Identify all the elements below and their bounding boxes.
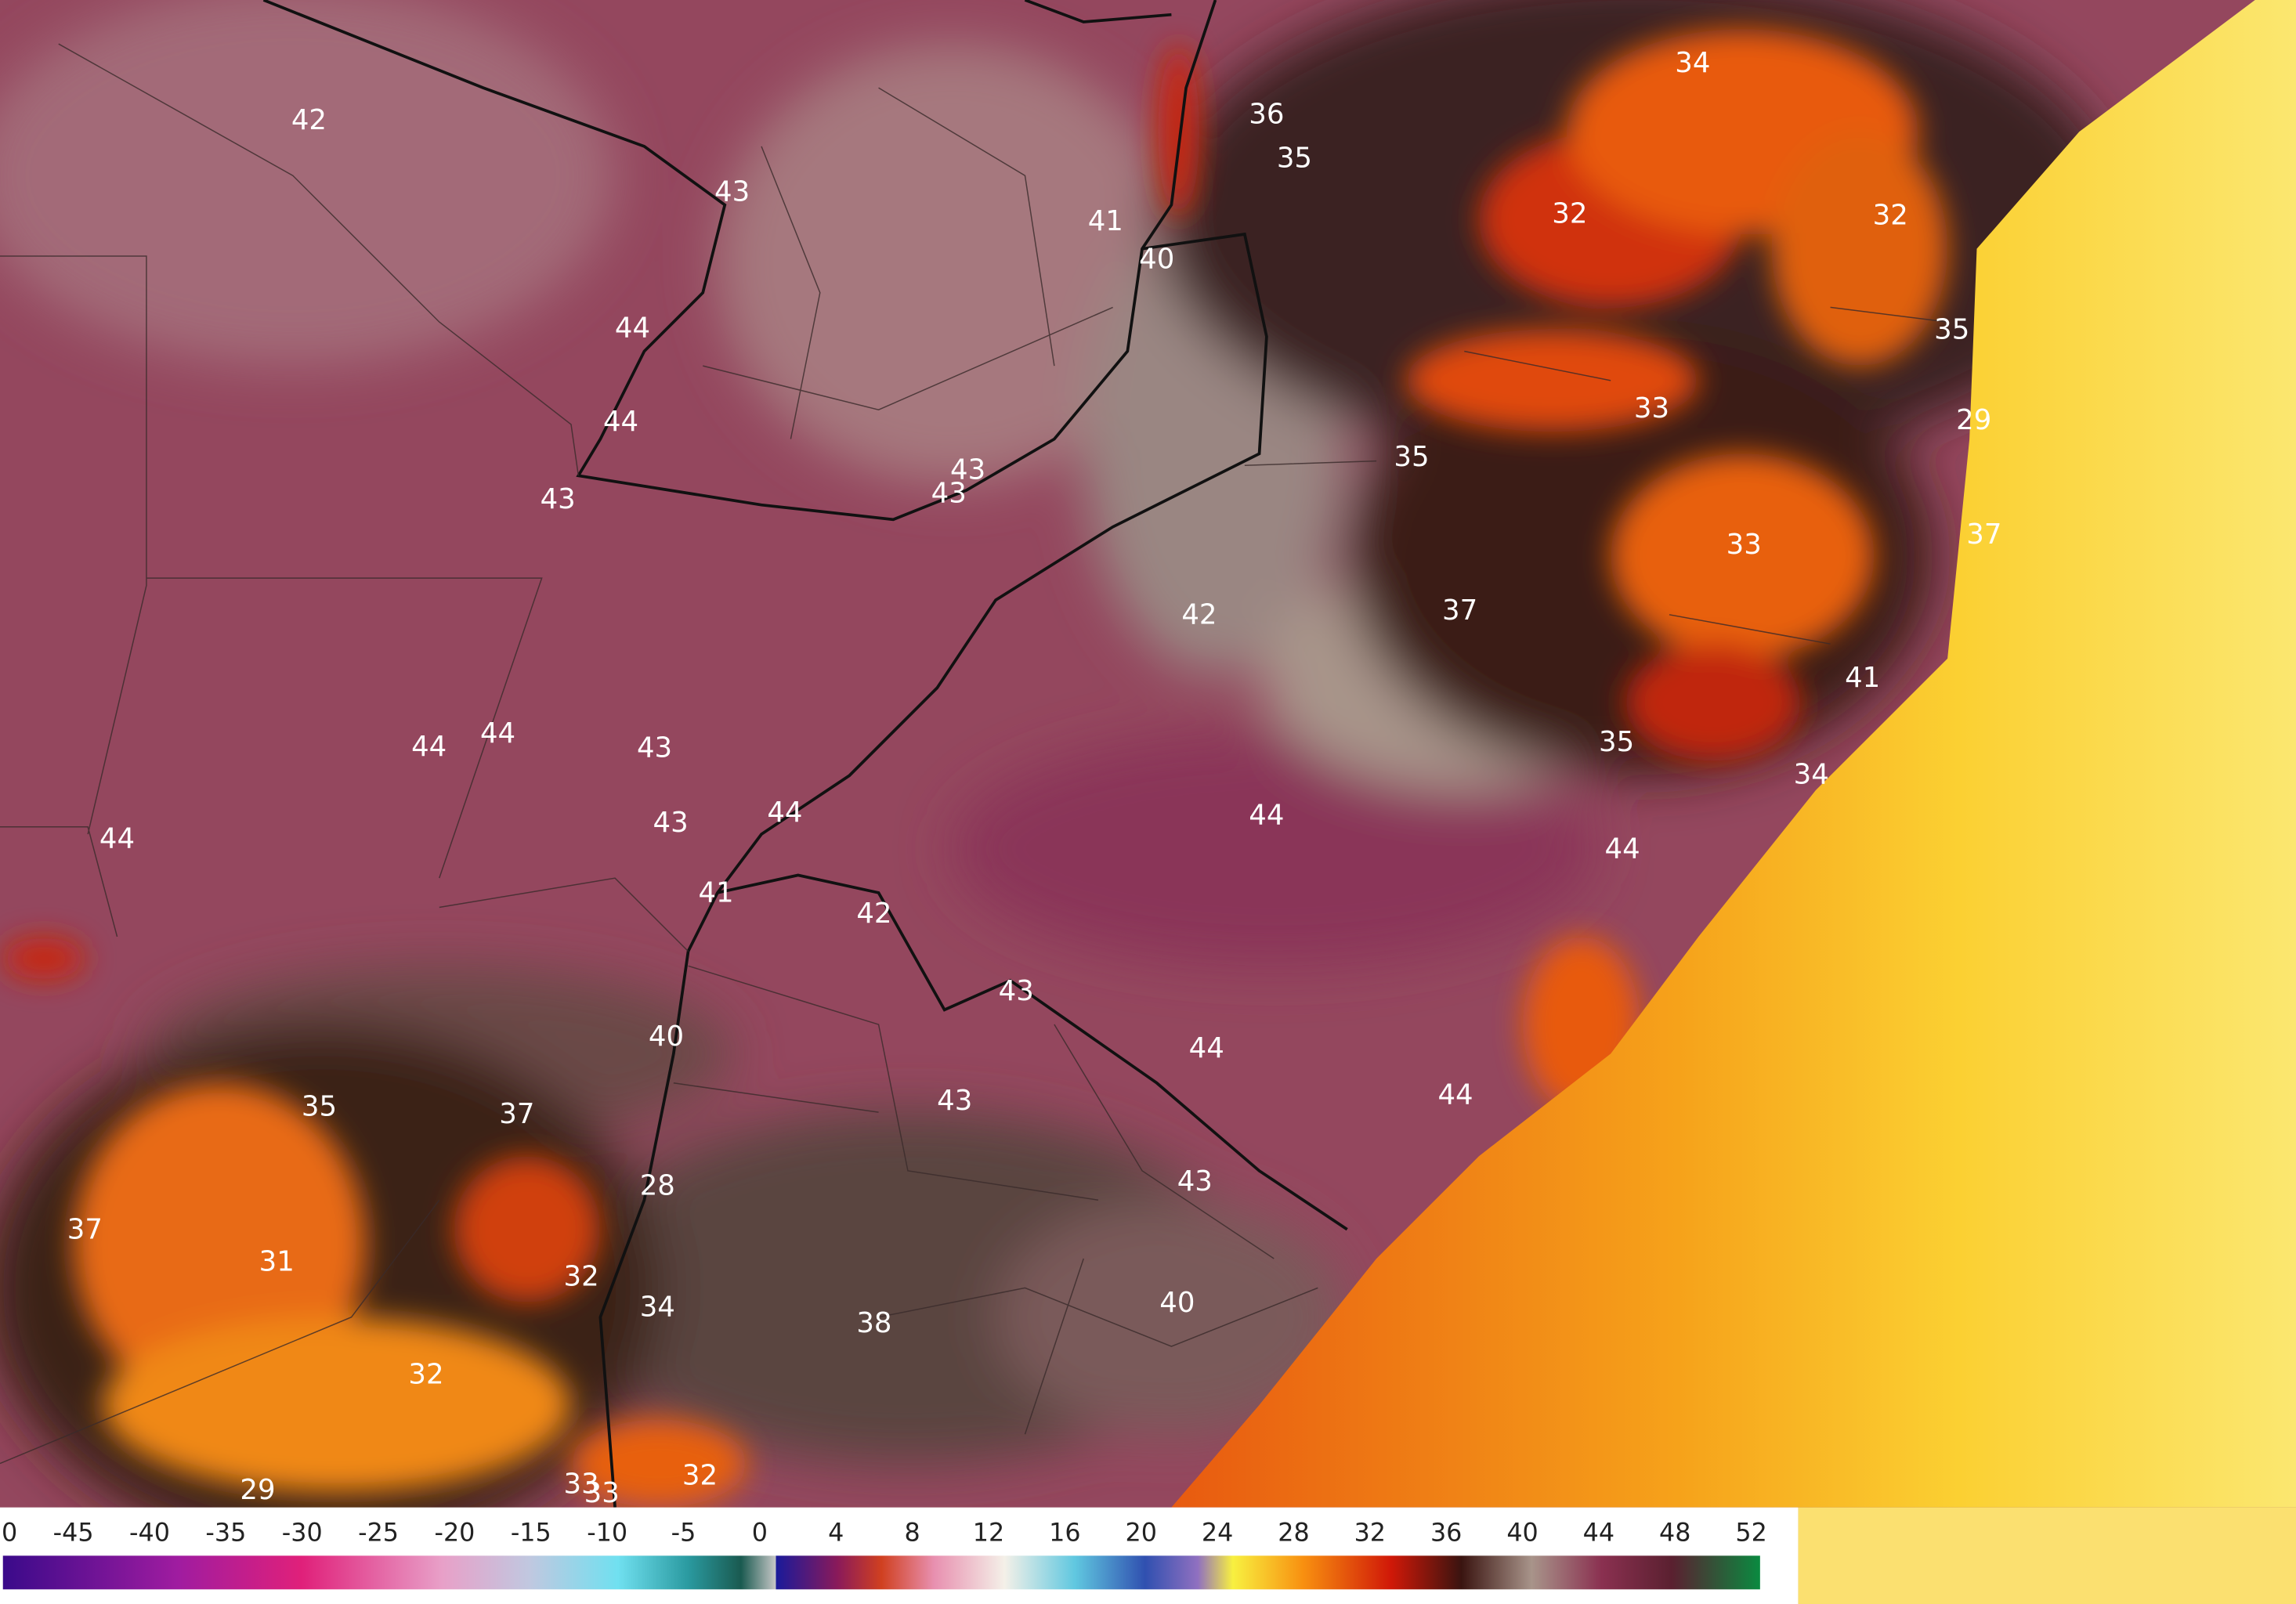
temperature-label: 32 — [682, 1459, 718, 1491]
colorbar-tick-label: 12 — [973, 1519, 1004, 1547]
temperature-label: 43 — [541, 483, 576, 515]
colorbar-tick-label: 36 — [1430, 1519, 1462, 1547]
temperature-label: 41 — [1088, 205, 1123, 237]
temperature-label: 44 — [1189, 1032, 1224, 1064]
temperature-label: 41 — [698, 877, 733, 909]
temperature-label: 44 — [603, 406, 638, 438]
colorbar-gradient — [2, 1555, 1760, 1590]
temperature-label: 32 — [408, 1359, 443, 1391]
colorbar-tick-label: 8 — [905, 1519, 920, 1547]
colorbar-tick-label: -5 — [671, 1519, 696, 1547]
temperature-label: 44 — [480, 717, 515, 750]
colorbar-tick-label: 24 — [1202, 1519, 1233, 1547]
temperature-label: 43 — [653, 807, 689, 839]
temperature-label: 44 — [99, 823, 135, 855]
temperature-label: 33 — [1634, 392, 1669, 424]
temperature-label: 32 — [1552, 198, 1587, 230]
temperature-label: 43 — [931, 478, 967, 510]
temperature-label: 44 — [1605, 833, 1640, 865]
borders — [0, 0, 1948, 1508]
temperature-label: 44 — [411, 731, 447, 763]
colorbar-tick-label: 48 — [1659, 1519, 1690, 1547]
temperature-label: 41 — [1845, 662, 1880, 694]
colorbar-tick-label: -45 — [53, 1519, 94, 1547]
colorbar-tick-label: -50 — [0, 1519, 17, 1547]
colorbar-tick-label: -20 — [434, 1519, 475, 1547]
temperature-label: 29 — [1956, 404, 1991, 436]
temperature-label: 40 — [649, 1021, 684, 1053]
temperature-label: 43 — [950, 454, 985, 486]
colorbar-tick-label: 4 — [828, 1519, 844, 1547]
temperature-label: 33 — [1727, 529, 1762, 561]
temperature-label: 33 — [584, 1477, 620, 1509]
temperature-label: 35 — [1599, 726, 1634, 758]
temperature-label: 35 — [1934, 313, 1969, 345]
temperature-label: 37 — [67, 1214, 103, 1246]
temperature-label: 36 — [1249, 99, 1284, 131]
colorbar-tick-label: 40 — [1506, 1519, 1538, 1547]
temperature-label: 44 — [615, 312, 650, 344]
temperature-label: 37 — [499, 1098, 534, 1130]
colorbar-tick-label: 52 — [1735, 1519, 1766, 1547]
colorbar-tick-label: -25 — [358, 1519, 399, 1547]
colorbar-tick-label: 32 — [1354, 1519, 1386, 1547]
temperature-label: 44 — [1249, 800, 1284, 832]
temperature-label: 29 — [240, 1474, 275, 1506]
colorbar-tick-label: 44 — [1583, 1519, 1614, 1547]
colorbar-tick-label: 28 — [1278, 1519, 1309, 1547]
temperature-label: 34 — [1675, 47, 1710, 79]
temperature-label: 28 — [640, 1169, 675, 1201]
temperature-label: 31 — [259, 1246, 295, 1278]
temperature-label: 37 — [1966, 518, 2001, 551]
colorbar-tick-label: -15 — [511, 1519, 551, 1547]
temperature-label: 44 — [767, 797, 802, 829]
temperature-label: 42 — [291, 104, 327, 136]
colorbar-tick-label: -10 — [587, 1519, 627, 1547]
colorbar-tick-label: 0 — [752, 1519, 768, 1547]
temperature-label: 43 — [1177, 1165, 1213, 1198]
temperature-label: 44 — [1437, 1079, 1473, 1111]
temperature-label: 42 — [1181, 599, 1217, 631]
colorbar: -50-45-40-35-30-25-20-15-10-504812162024… — [0, 1507, 1799, 1604]
temperature-label: 43 — [999, 975, 1034, 1007]
temperature-label: 33 — [563, 1469, 598, 1501]
colorbar-tick-label: -40 — [129, 1519, 170, 1547]
temperature-label: 37 — [1442, 594, 1477, 627]
temperature-label: 35 — [302, 1091, 337, 1123]
temperature-label: 40 — [1139, 244, 1174, 276]
temperature-label: 34 — [640, 1292, 675, 1324]
colorbar-ticks: -50-45-40-35-30-25-20-15-10-504812162024… — [0, 1519, 1767, 1547]
temperature-label: 34 — [1794, 758, 1829, 790]
temperature-label: 35 — [1277, 143, 1312, 175]
colorbar-tick-label: 16 — [1049, 1519, 1080, 1547]
temperature-label: 42 — [856, 898, 891, 930]
temperature-label: 43 — [937, 1085, 972, 1117]
temperature-label: 32 — [1873, 200, 1908, 232]
temperature-label: 40 — [1159, 1287, 1195, 1319]
temperature-label: 32 — [563, 1260, 598, 1292]
temperature-label: 43 — [714, 176, 750, 208]
colorbar-tick-label: 20 — [1126, 1519, 1157, 1547]
colorbar-tick-label: -30 — [282, 1519, 323, 1547]
temperature-label: 38 — [856, 1307, 891, 1339]
temperature-label: 35 — [1394, 441, 1429, 473]
temperature-label: 43 — [637, 732, 672, 764]
colorbar-tick-label: -35 — [205, 1519, 246, 1547]
